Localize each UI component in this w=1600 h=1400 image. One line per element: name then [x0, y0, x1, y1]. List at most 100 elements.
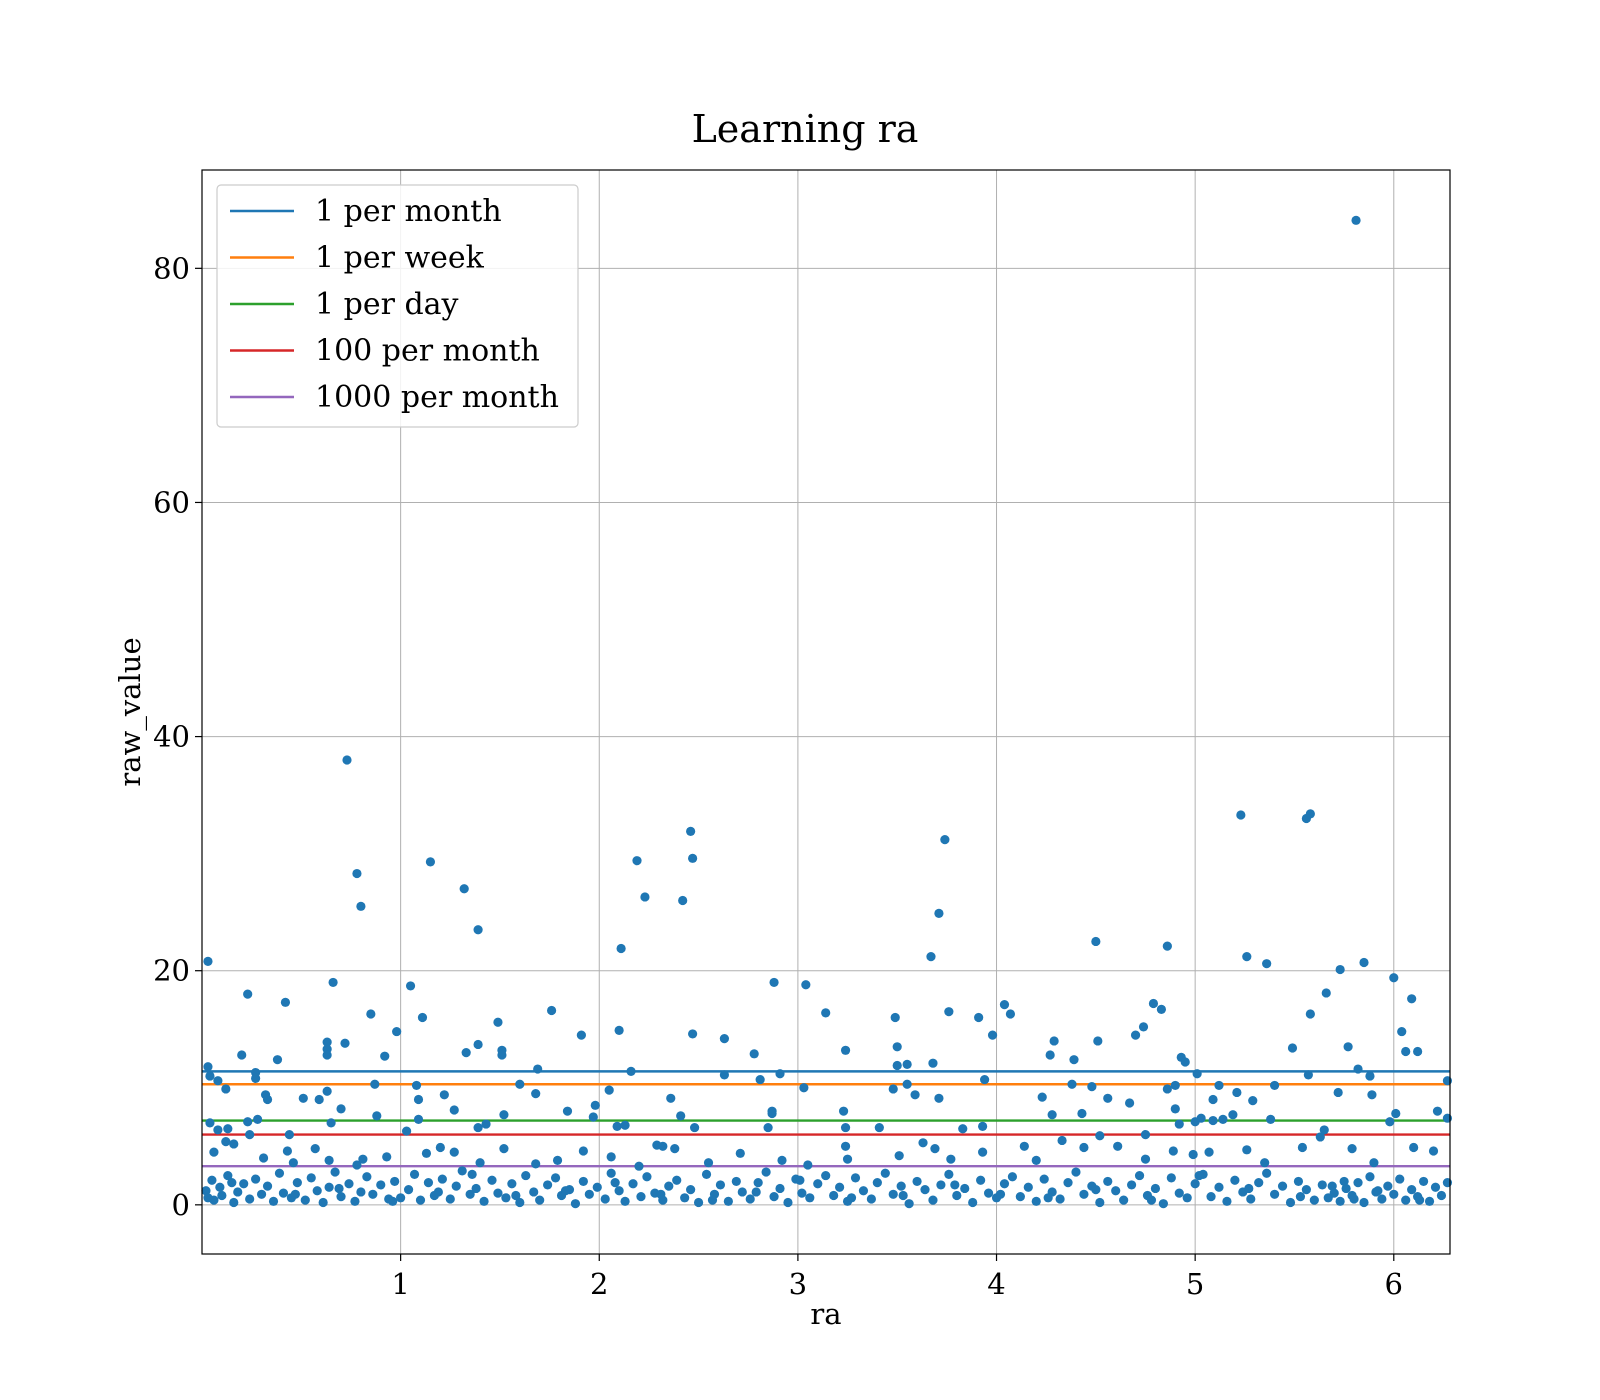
data-point [314, 1094, 324, 1105]
data-point [926, 952, 936, 962]
data-point [201, 1186, 211, 1196]
data-point [352, 868, 362, 879]
data-point [1192, 1069, 1202, 1079]
data-point [797, 1188, 807, 1198]
data-point [1353, 1177, 1363, 1188]
data-point [543, 1180, 553, 1190]
data-point [372, 1111, 382, 1121]
data-point [999, 1179, 1010, 1189]
data-point [880, 1168, 890, 1178]
data-point [1442, 1177, 1453, 1188]
data-point [890, 1012, 900, 1023]
data-point [1043, 1193, 1053, 1203]
data-point [892, 1042, 902, 1052]
data-point [1174, 1188, 1184, 1198]
data-point [336, 1192, 346, 1202]
data-point [1430, 1182, 1441, 1192]
data-point [795, 1175, 805, 1185]
data-point [842, 1154, 853, 1164]
data-point [256, 1189, 267, 1199]
data-point [1333, 1087, 1343, 1098]
data-point [451, 1181, 461, 1191]
data-point [805, 1193, 815, 1203]
data-point [1295, 1192, 1306, 1202]
data-point [487, 1175, 497, 1185]
data-point [928, 1195, 938, 1205]
data-point [1246, 1194, 1256, 1204]
data-point [1266, 1114, 1276, 1124]
data-point [918, 1138, 928, 1148]
data-point [686, 826, 696, 837]
data-point [501, 1193, 511, 1203]
data-point [1218, 1114, 1228, 1124]
data-point [904, 1199, 914, 1209]
data-point [610, 1177, 620, 1188]
data-point [600, 1194, 610, 1204]
data-point [719, 1070, 730, 1080]
data-point [658, 1141, 668, 1151]
data-point [1317, 1180, 1327, 1190]
data-point [529, 1187, 539, 1197]
data-point [209, 1147, 219, 1157]
data-point [976, 1175, 986, 1185]
data-point [835, 1182, 845, 1192]
x-axis-label: ra [810, 1297, 841, 1331]
data-point [763, 1122, 773, 1133]
chart-title: Learning ra [692, 107, 919, 151]
data-point [888, 1084, 898, 1094]
data-point [1170, 1080, 1180, 1091]
data-point [258, 1153, 269, 1163]
data-point [1091, 1185, 1101, 1195]
data-point [499, 1110, 509, 1120]
data-point [350, 1196, 360, 1206]
data-point [433, 1187, 443, 1197]
data-point [330, 1167, 340, 1177]
data-point [205, 1071, 215, 1081]
data-point [413, 1094, 424, 1105]
data-point [821, 1008, 831, 1018]
data-point [606, 1152, 616, 1162]
data-point [1260, 1158, 1270, 1168]
data-point [1293, 1176, 1304, 1187]
data-point [521, 1170, 531, 1181]
data-point [342, 755, 352, 765]
data-point [950, 1180, 960, 1190]
data-point [1309, 1195, 1319, 1205]
data-point [1095, 1197, 1105, 1208]
data-point [336, 1104, 346, 1114]
data-point [783, 1197, 793, 1208]
data-point [803, 1160, 813, 1170]
data-point [328, 977, 338, 988]
data-point [930, 1144, 940, 1154]
data-point [340, 1038, 350, 1048]
legend-label: 100 per month [315, 334, 540, 369]
data-point [1037, 1092, 1047, 1102]
data-point [1242, 1145, 1252, 1155]
data-point [680, 1193, 690, 1203]
data-point [322, 1037, 332, 1047]
data-point [370, 1079, 380, 1089]
data-point [1418, 1176, 1429, 1187]
plot-frame [201, 169, 1451, 1255]
legend-items: 1 per month 1 per week 1 per day 100 per mo… [230, 194, 559, 415]
data-point [1007, 1172, 1018, 1182]
data-point [920, 1185, 930, 1195]
data-point [894, 1151, 904, 1161]
data-point [1079, 1142, 1089, 1153]
data-point [546, 1005, 557, 1016]
data-point [251, 1073, 261, 1084]
data-point [1091, 936, 1101, 947]
data-point [1095, 1131, 1105, 1141]
y-tick-label: 0 [172, 1188, 190, 1222]
data-point [846, 1193, 857, 1203]
data-point [636, 1192, 646, 1202]
data-point [968, 1197, 978, 1208]
data-point [388, 1196, 398, 1206]
data-point [1287, 1043, 1298, 1053]
data-point [1188, 1149, 1198, 1160]
data-point [1057, 1135, 1067, 1146]
data-point [356, 1187, 366, 1197]
data-point [753, 1177, 763, 1188]
data-point [439, 1090, 449, 1100]
